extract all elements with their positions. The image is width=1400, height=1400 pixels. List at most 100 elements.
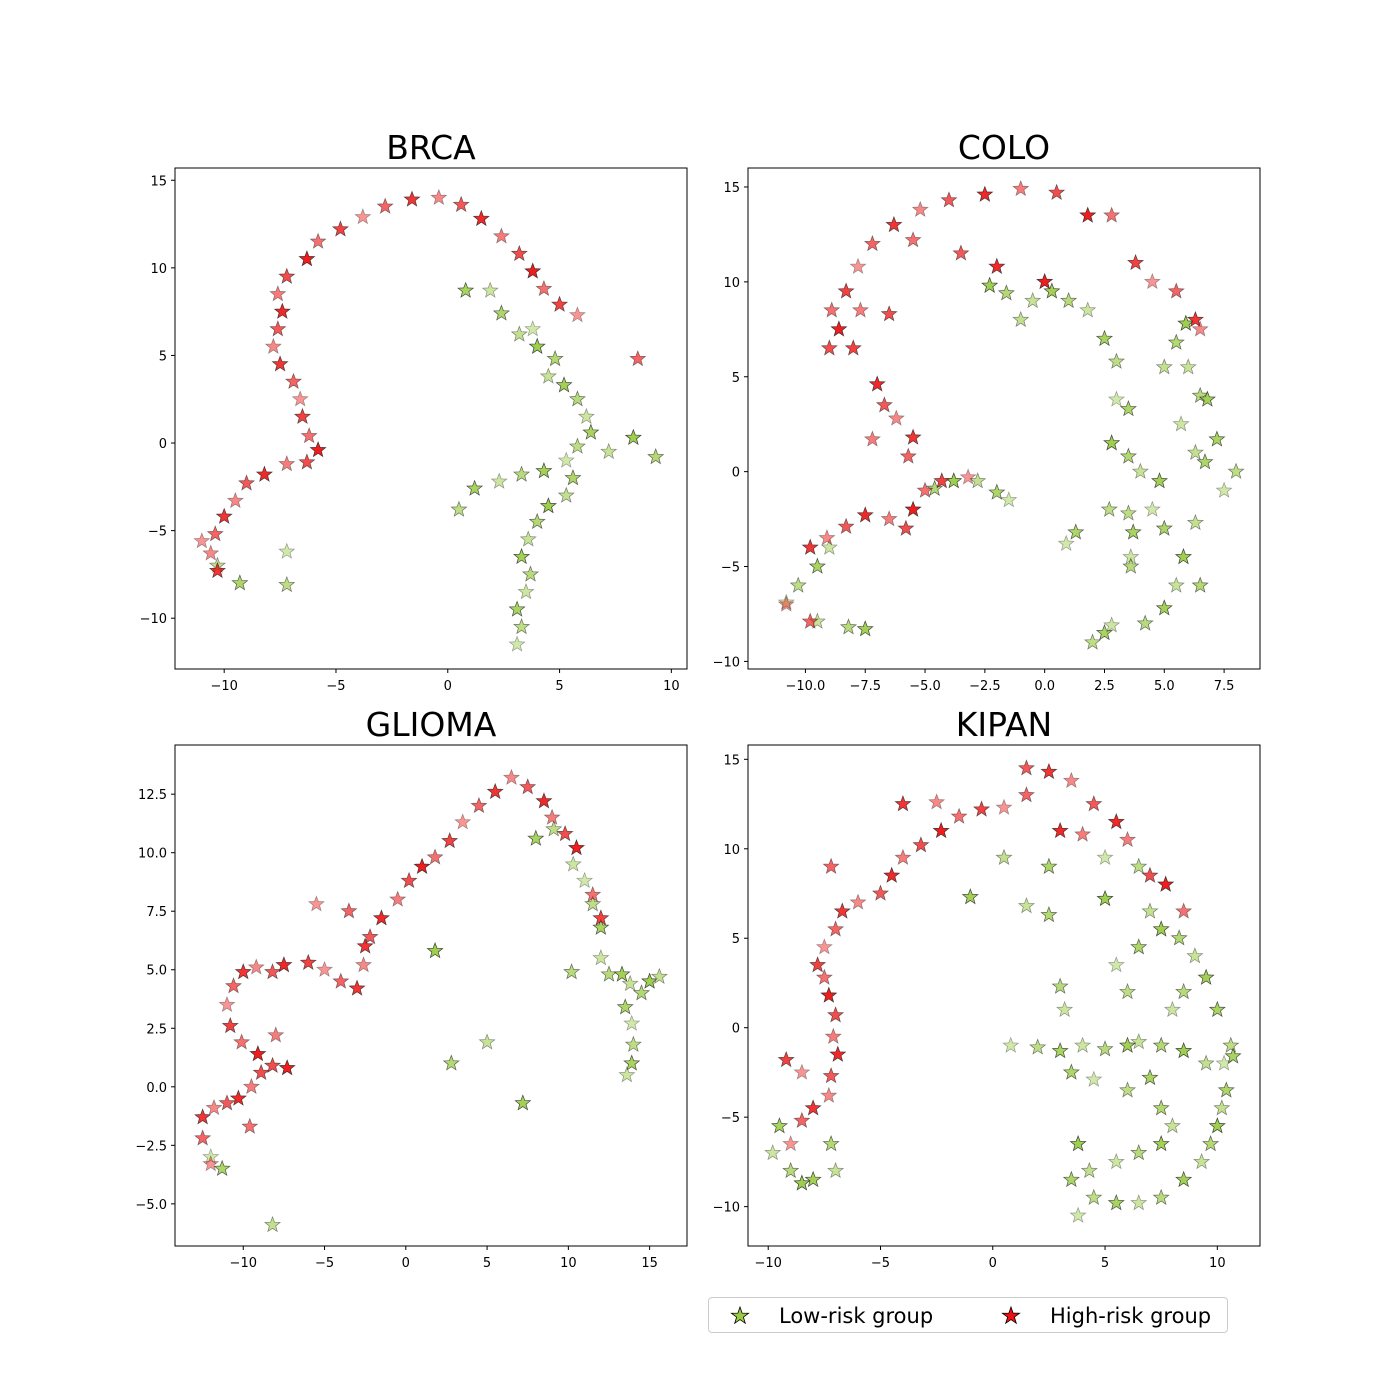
point-kipan-high-risk-group-38 <box>1051 821 1069 839</box>
point-brca-high-risk-group-2 <box>215 507 233 524</box>
point-kipan-low-risk-group-44 <box>1107 956 1125 973</box>
point-colo-low-risk-group-22 <box>1143 500 1161 517</box>
point-colo-low-risk-group-27 <box>1150 472 1169 489</box>
point-kipan-low-risk-group-31 <box>1197 1054 1215 1071</box>
x-tick-label-glioma-0: −10 <box>230 1256 257 1271</box>
point-colo-low-risk-group-9 <box>969 472 987 489</box>
point-colo-high-risk-group-42 <box>904 231 922 248</box>
point-colo-high-risk-group-9 <box>916 481 934 498</box>
point-colo-high-risk-group-6 <box>880 510 898 527</box>
point-kipan-high-risk-group-36 <box>928 793 946 810</box>
point-brca-low-risk-group-13 <box>582 423 600 440</box>
point-glioma-high-risk-group-14 <box>247 958 265 975</box>
point-colo-low-risk-group-54 <box>1067 523 1085 540</box>
point-kipan-low-risk-group-28 <box>1130 1033 1148 1050</box>
point-colo-high-risk-group-10 <box>933 472 951 489</box>
point-glioma-high-risk-group-7 <box>252 1063 270 1081</box>
point-brca-low-risk-group-33 <box>278 542 296 559</box>
point-glioma-low-risk-group-1 <box>584 895 602 912</box>
point-kipan-low-risk-group-12 <box>1222 1036 1240 1053</box>
point-brca-high-risk-group-24 <box>403 190 421 207</box>
point-kipan-high-risk-group-20 <box>950 807 968 824</box>
point-kipan-low-risk-group-20 <box>1080 1161 1098 1179</box>
point-kipan-low-risk-group-56 <box>1130 857 1148 874</box>
y-tick-label-glioma-6: 10.0 <box>138 847 167 862</box>
point-kipan-high-risk-group-12 <box>827 920 845 937</box>
point-glioma-low-risk-group-25 <box>564 855 582 872</box>
x-tick-label-kipan-0: −10 <box>754 1256 781 1271</box>
x-tick-label-colo-0: −10.0 <box>785 679 825 694</box>
point-kipan-high-risk-group-21 <box>972 800 991 817</box>
point-colo-low-risk-group-53 <box>1012 310 1030 328</box>
point-glioma-low-risk-group-10 <box>616 998 634 1015</box>
point-kipan-low-risk-group-0 <box>1069 1206 1087 1223</box>
point-brca-high-risk-group-12 <box>284 372 303 390</box>
point-colo-low-risk-group-42 <box>1155 358 1173 375</box>
point-colo-high-risk-group-3 <box>818 529 836 546</box>
x-tick-label-colo-4: 0.0 <box>1034 679 1055 694</box>
point-kipan-low-risk-group-32 <box>1062 1063 1080 1080</box>
point-colo-high-risk-group-17 <box>863 430 881 447</box>
point-colo-low-risk-group-44 <box>1107 390 1126 407</box>
point-kipan-high-risk-group-37 <box>1017 759 1036 776</box>
point-colo-low-risk-group-26 <box>1122 557 1140 574</box>
point-brca-low-risk-group-0 <box>508 635 526 652</box>
point-kipan-low-risk-group-22 <box>1002 1036 1020 1053</box>
y-tick-label-brca-3: 5 <box>159 349 167 364</box>
point-glioma-high-risk-group-3 <box>205 1098 223 1116</box>
point-colo-high-risk-group-4 <box>837 517 855 534</box>
y-tick-label-brca-1: −5 <box>148 525 167 540</box>
point-glioma-high-risk-group-1 <box>194 1129 212 1146</box>
point-glioma-high-risk-group-17 <box>267 1026 285 1043</box>
point-glioma-high-risk-group-43 <box>592 909 610 926</box>
point-kipan-low-risk-group-25 <box>1074 1036 1092 1053</box>
point-colo-low-risk-group-16 <box>1155 599 1173 616</box>
point-brca-high-risk-group-16 <box>273 302 291 319</box>
point-brca-low-risk-group-27 <box>535 462 553 479</box>
x-tick-label-colo-3: −2.5 <box>969 679 1001 694</box>
point-colo-low-risk-group-5 <box>856 620 874 637</box>
point-brca-high-risk-group-8 <box>309 441 327 458</box>
point-colo-low-risk-group-18 <box>1191 576 1209 593</box>
point-kipan-low-risk-group-27 <box>1118 1036 1137 1053</box>
point-colo-low-risk-group-12 <box>1083 633 1102 650</box>
point-colo-low-risk-group-15 <box>1136 614 1154 631</box>
point-colo-low-risk-group-23 <box>1119 504 1137 521</box>
point-kipan-low-risk-group-58 <box>764 1143 782 1161</box>
point-colo-high-risk-group-13 <box>904 428 922 445</box>
y-tick-label-colo-3: 5 <box>732 371 740 386</box>
point-colo-low-risk-group-20 <box>1186 513 1204 531</box>
point-colo-high-risk-group-40 <box>880 305 898 322</box>
point-kipan-low-risk-group-39 <box>1186 947 1204 964</box>
point-colo-high-risk-group-23 <box>863 234 881 252</box>
point-colo-low-risk-group-24 <box>1124 523 1142 540</box>
point-colo-low-risk-group-2 <box>808 557 826 574</box>
point-colo-low-risk-group-55 <box>1057 534 1075 552</box>
legend-low-risk-star-icon <box>730 1305 750 1325</box>
x-tick-label-colo-5: 2.5 <box>1094 679 1115 694</box>
point-brca-low-risk-group-8 <box>539 497 557 514</box>
x-tick-label-glioma-2: 0 <box>402 1256 410 1271</box>
point-brca-low-risk-group-4 <box>521 565 540 582</box>
point-glioma-high-risk-group-11 <box>218 995 236 1013</box>
point-brca-high-risk-group-17 <box>269 285 287 302</box>
point-kipan-high-risk-group-39 <box>1074 825 1092 842</box>
point-brca-high-risk-group-18 <box>278 267 296 284</box>
x-tick-label-brca-2: 0 <box>444 679 452 694</box>
point-glioma-high-risk-group-9 <box>233 1033 251 1050</box>
point-colo-low-risk-group-31 <box>1186 443 1204 460</box>
point-glioma-high-risk-group-38 <box>535 792 553 809</box>
point-colo-high-risk-group-5 <box>856 506 874 523</box>
point-glioma-high-risk-group-0 <box>202 1155 220 1172</box>
y-tick-label-brca-2: 0 <box>159 437 167 452</box>
panel-brca: BRCA −10 −5 0 5 10 −10 −5 0 5 10 15 <box>140 128 688 694</box>
point-brca-high-risk-group-1 <box>206 525 224 542</box>
point-brca-high-risk-group-10 <box>293 407 311 425</box>
point-colo-low-risk-group-39 <box>1179 358 1197 375</box>
point-colo-high-risk-group-27 <box>976 185 994 202</box>
point-kipan-high-risk-group-11 <box>815 938 833 955</box>
plot-frame-glioma <box>174 744 688 1247</box>
y-tick-label-colo-5: 15 <box>723 181 740 196</box>
point-colo-high-risk-group-25 <box>911 200 929 218</box>
point-brca-low-risk-group-5 <box>512 547 531 565</box>
